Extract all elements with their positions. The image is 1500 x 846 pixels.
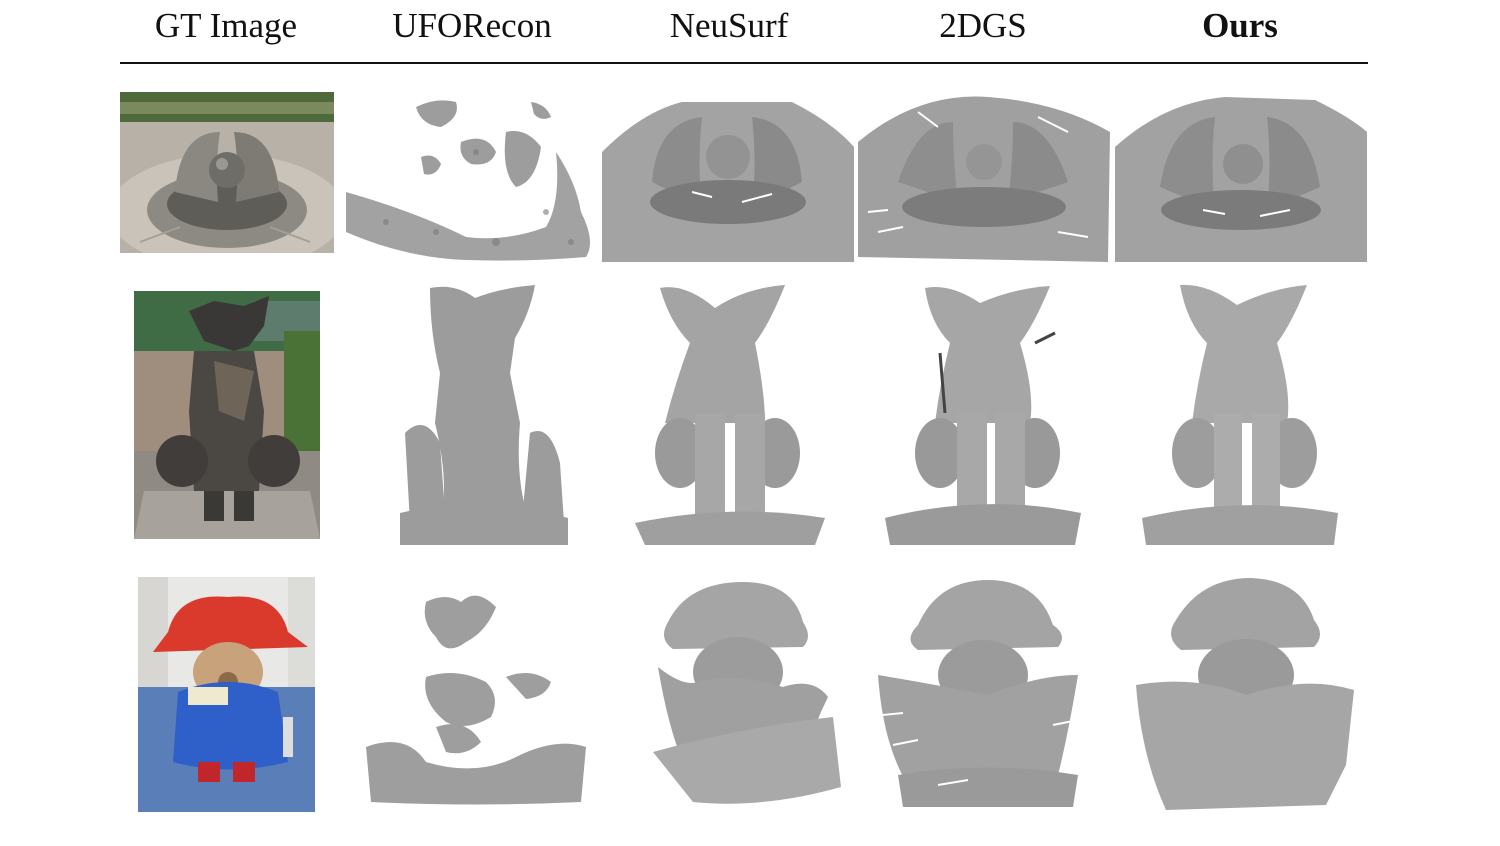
header-rule	[120, 62, 1368, 64]
uforecon-mesh-dog	[400, 283, 568, 545]
mesh-render-icon	[643, 577, 841, 809]
mesh-render-icon	[635, 283, 825, 545]
uforecon-mesh-bear	[366, 587, 586, 807]
column-header-gt: GT Image	[101, 4, 351, 48]
gt-image-sculpture	[120, 92, 334, 253]
mesh-render-icon	[1136, 575, 1354, 815]
stone-sphere-sculpture-photo-icon	[120, 92, 334, 253]
column-header-ours: Ours	[1115, 4, 1365, 48]
mesh-render-icon	[400, 283, 568, 545]
metal-dog-statue-photo-icon	[134, 291, 320, 539]
ours-mesh-sculpture	[1115, 92, 1367, 262]
2dgs-mesh-sculpture	[858, 92, 1110, 262]
paddington-bear-photo-icon	[138, 577, 315, 812]
mesh-render-icon	[366, 587, 586, 807]
mesh-render-icon	[1142, 283, 1338, 545]
ours-mesh-bear	[1136, 575, 1354, 815]
uforecon-mesh-sculpture	[346, 92, 598, 262]
column-header-2dgs: 2DGS	[858, 4, 1108, 48]
gt-image-dog	[134, 291, 320, 539]
ours-mesh-dog	[1142, 283, 1338, 545]
2dgs-mesh-bear	[878, 575, 1090, 811]
mesh-render-icon	[858, 92, 1110, 262]
neusurf-mesh-bear	[643, 577, 841, 809]
mesh-render-icon	[1115, 92, 1367, 262]
mesh-render-icon	[878, 575, 1090, 811]
neusurf-mesh-dog	[635, 283, 825, 545]
neusurf-mesh-sculpture	[602, 92, 854, 262]
mesh-render-icon	[885, 283, 1081, 545]
2dgs-mesh-dog	[885, 283, 1081, 545]
mesh-render-icon	[602, 92, 854, 262]
gt-image-bear	[138, 577, 315, 812]
mesh-render-icon	[346, 92, 598, 262]
column-header-neusurf: NeuSurf	[604, 4, 854, 48]
column-header-uforecon: UFORecon	[347, 4, 597, 48]
